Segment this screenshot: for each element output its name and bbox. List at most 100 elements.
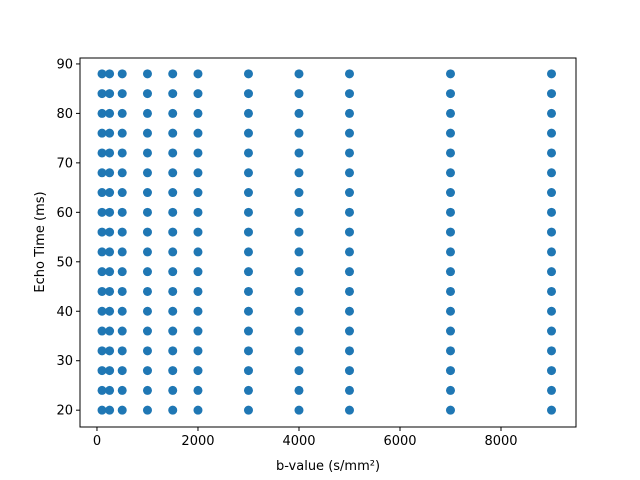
scatter-point [105, 346, 115, 356]
scatter-point [168, 286, 178, 296]
scatter-point [105, 306, 115, 316]
scatter-point [97, 128, 107, 138]
scatter-point [105, 207, 115, 217]
scatter-point [168, 306, 178, 316]
scatter-point [243, 385, 253, 395]
scatter-point [243, 89, 253, 99]
scatter-point [105, 385, 115, 395]
scatter-point [243, 366, 253, 376]
scatter-point [97, 69, 107, 79]
scatter-point [547, 128, 557, 138]
scatter-point [142, 227, 152, 237]
scatter-point [344, 108, 354, 118]
scatter-point [445, 267, 455, 277]
plot-frame [79, 57, 577, 428]
scatter-point [547, 286, 557, 296]
scatter-point [193, 326, 203, 336]
y-tick-label: 30 [56, 354, 73, 369]
scatter-point [193, 306, 203, 316]
scatter-point [117, 346, 127, 356]
scatter-point [547, 108, 557, 118]
scatter-point [344, 405, 354, 415]
scatter-point [105, 168, 115, 178]
scatter-point [117, 247, 127, 257]
scatter-point [243, 227, 253, 237]
scatter-point [105, 286, 115, 296]
scatter-point [168, 148, 178, 158]
scatter-point [344, 148, 354, 158]
scatter-point [117, 128, 127, 138]
scatter-point [344, 385, 354, 395]
scatter-point [547, 405, 557, 415]
scatter-point [168, 405, 178, 415]
scatter-point [117, 267, 127, 277]
scatter-point [445, 207, 455, 217]
scatter-point [117, 207, 127, 217]
scatter-point [193, 286, 203, 296]
scatter-point [243, 405, 253, 415]
scatter-point [243, 326, 253, 336]
scatter-point [243, 148, 253, 158]
x-tick-label: 0 [93, 434, 101, 449]
scatter-point [243, 306, 253, 316]
scatter-point [344, 188, 354, 198]
scatter-point [294, 346, 304, 356]
scatter-point [168, 385, 178, 395]
scatter-point [117, 306, 127, 316]
scatter-point [168, 108, 178, 118]
scatter-point [193, 148, 203, 158]
scatter-point [294, 306, 304, 316]
scatter-point [117, 326, 127, 336]
scatter-point [142, 267, 152, 277]
scatter-point [547, 385, 557, 395]
scatter-point [243, 188, 253, 198]
scatter-point [168, 207, 178, 217]
scatter-point [547, 326, 557, 336]
scatter-point [193, 128, 203, 138]
scatter-point [117, 168, 127, 178]
scatter-point [445, 366, 455, 376]
scatter-point [105, 247, 115, 257]
scatter-point [445, 168, 455, 178]
scatter-point [243, 108, 253, 118]
y-axis-label: Echo Time (ms) [33, 191, 48, 292]
scatter-point [445, 128, 455, 138]
scatter-point [344, 326, 354, 336]
scatter-point [117, 188, 127, 198]
scatter-point [142, 128, 152, 138]
scatter-point [142, 385, 152, 395]
x-tick-label: 2000 [181, 434, 214, 449]
scatter-point [243, 69, 253, 79]
scatter-point [294, 188, 304, 198]
scatter-point [117, 227, 127, 237]
scatter-point [243, 168, 253, 178]
scatter-point [294, 286, 304, 296]
scatter-point [142, 306, 152, 316]
scatter-point [344, 267, 354, 277]
scatter-point [547, 366, 557, 376]
scatter-point [97, 188, 107, 198]
scatter-point [97, 247, 107, 257]
scatter-point [97, 108, 107, 118]
scatter-point [547, 89, 557, 99]
scatter-point [193, 168, 203, 178]
scatter-point [294, 108, 304, 118]
scatter-point [105, 108, 115, 118]
scatter-point [294, 128, 304, 138]
scatter-point [243, 247, 253, 257]
scatter-point [97, 346, 107, 356]
scatter-point [168, 267, 178, 277]
scatter-point [142, 108, 152, 118]
scatter-point [105, 89, 115, 99]
x-tick-label: 6000 [383, 434, 416, 449]
scatter-point [294, 168, 304, 178]
scatter-point [445, 89, 455, 99]
scatter-point [294, 207, 304, 217]
y-tick-label: 70 [56, 156, 73, 171]
scatter-point [445, 247, 455, 257]
scatter-point [547, 188, 557, 198]
scatter-point [142, 405, 152, 415]
scatter-point [243, 267, 253, 277]
scatter-point [294, 247, 304, 257]
